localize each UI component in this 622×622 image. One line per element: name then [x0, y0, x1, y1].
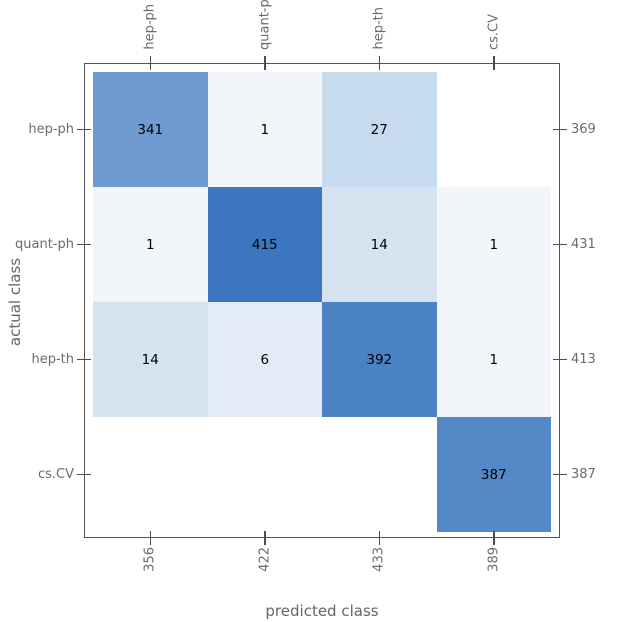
heatmap-grid: 341 1 27 1 415 14 1 14 6 392 1 387 [93, 72, 551, 532]
plot-frame [84, 63, 560, 538]
y-axis-tick-label: cs.CV [37, 466, 74, 482]
heatmap-cell-cs.CV-quant-ph [207, 417, 322, 532]
y-axis-tick-label: hep-ph [28, 121, 74, 137]
row-total-label: 413 [571, 351, 596, 367]
top-tick [378, 56, 380, 70]
top-tick [493, 56, 495, 70]
x-axis-tick-label: cs.CV [486, 14, 501, 54]
heatmap-cell-hep-th-quant-ph: 6 [207, 302, 322, 417]
col-total-text: 356 [142, 547, 158, 572]
col-total-text: 422 [257, 547, 273, 572]
x-axis-title: predicted class [265, 602, 379, 620]
heatmap-cell-cs.CV-cs.CV: 387 [436, 417, 551, 532]
x-axis-tick-label-text: quant-ph [257, 0, 273, 50]
col-total-label: 433 [372, 547, 387, 576]
bottom-tick [493, 531, 495, 545]
col-total-text: 389 [486, 547, 502, 572]
heatmap-cell-cs.CV-hep-ph [93, 417, 208, 532]
heatmap-cell-hep-th-hep-th: 392 [322, 302, 437, 417]
x-axis-tick-label-text: cs.CV [486, 13, 502, 50]
heatmap-cell-quant-ph-hep-ph: 1 [93, 187, 208, 302]
right-tick [553, 128, 567, 131]
top-tick [264, 56, 266, 70]
row-total-label: 387 [571, 466, 596, 482]
top-tick [149, 56, 151, 70]
x-axis-tick-label: quant-ph [257, 0, 272, 54]
row-total-label: 369 [571, 121, 596, 137]
right-tick [553, 243, 567, 246]
x-axis-tick-label: hep-ph [143, 4, 158, 54]
heatmap-cell-hep-th-cs.CV: 1 [436, 302, 551, 417]
left-tick [77, 128, 91, 131]
heatmap-cell-hep-ph-hep-ph: 341 [93, 72, 208, 187]
col-total-text: 433 [371, 547, 387, 572]
heatmap-cell-hep-th-hep-ph: 14 [93, 302, 208, 417]
right-tick [553, 358, 567, 361]
bottom-tick [264, 531, 266, 545]
y-axis-title-text: actual class [6, 257, 24, 347]
col-total-label: 389 [486, 547, 501, 576]
bottom-tick [378, 531, 380, 545]
heatmap-cell-hep-ph-hep-th: 27 [322, 72, 437, 187]
y-axis-tick-label: quant-ph [15, 236, 74, 252]
y-axis-title: actual class [6, 258, 24, 346]
heatmap-cell-hep-ph-cs.CV [436, 72, 551, 187]
left-tick [77, 358, 91, 361]
y-axis-tick-label: hep-th [31, 351, 74, 367]
left-tick [77, 473, 91, 476]
left-tick [77, 243, 91, 246]
x-axis-tick-label: hep-th [372, 7, 387, 54]
heatmap-cell-quant-ph-cs.CV: 1 [436, 187, 551, 302]
heatmap-cell-cs.CV-hep-th [322, 417, 437, 532]
bottom-tick [149, 531, 151, 545]
col-total-label: 356 [143, 547, 158, 576]
row-total-label: 431 [571, 236, 596, 252]
heatmap-cell-quant-ph-quant-ph: 415 [207, 187, 322, 302]
heatmap-cell-hep-ph-quant-ph: 1 [207, 72, 322, 187]
x-axis-tick-label-text: hep-th [371, 7, 387, 50]
x-axis-tick-label-text: hep-ph [142, 4, 158, 50]
heatmap-cell-quant-ph-hep-th: 14 [322, 187, 437, 302]
right-tick [553, 473, 567, 476]
col-total-label: 422 [257, 547, 272, 576]
